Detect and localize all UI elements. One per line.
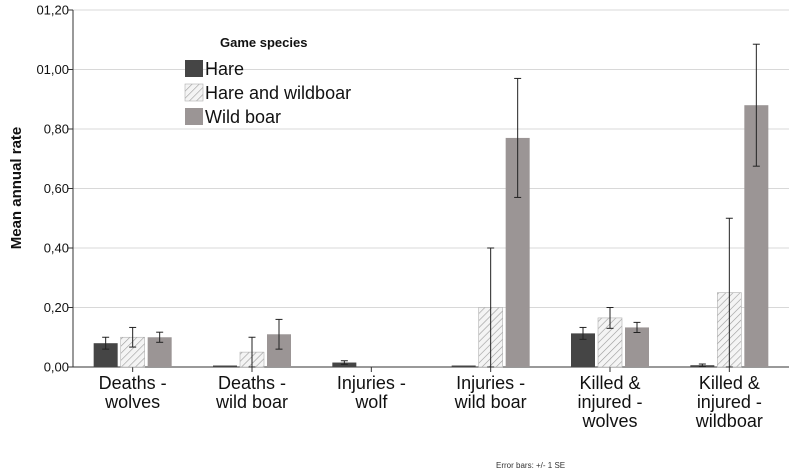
y-tick-label: 0,60 <box>44 181 69 196</box>
category-label: Injuries - <box>456 373 525 393</box>
y-tick-label: 01,00 <box>36 62 69 77</box>
category-label: Killed & <box>699 373 760 393</box>
category-label: Deaths - <box>218 373 286 393</box>
legend-swatch <box>185 60 203 77</box>
category-label: wildboar <box>695 411 763 431</box>
category-label: Injuries - <box>337 373 406 393</box>
bars <box>93 105 769 368</box>
category-label: injured - <box>697 392 762 412</box>
legend-label: Hare <box>205 59 244 79</box>
category-label: wild boar <box>454 392 527 412</box>
error-bar-footnote: Error bars: +/- 1 SE <box>496 461 565 470</box>
y-tick-label: 0,20 <box>44 300 69 315</box>
bar-hare <box>213 365 237 367</box>
legend: Game species Hare Hare and wildboar Wild b… <box>184 35 351 127</box>
bar-wild-boar <box>505 137 530 367</box>
bar-hare <box>451 365 476 367</box>
bar-hare <box>93 343 118 367</box>
category-label: injured - <box>577 392 642 412</box>
category-label: wolves <box>581 411 637 431</box>
axes: Mean annual rate 0,00 0,20 0,40 0,60 0,80 01,… <box>8 3 789 375</box>
category-label: wolf <box>354 392 388 412</box>
category-label: wolves <box>104 392 160 412</box>
category-label: wild boar <box>215 392 288 412</box>
y-tick-label: 0,40 <box>44 241 69 256</box>
category-label: Deaths - <box>99 373 167 393</box>
legend-label: Hare and wildboar <box>205 83 351 103</box>
error-bars <box>102 43 760 368</box>
legend-swatch <box>184 83 204 102</box>
bar-wild-boar <box>625 327 649 367</box>
legend-title: Game species <box>220 35 307 50</box>
legend-label: Wild boar <box>205 107 281 127</box>
y-axis-label: Mean annual rate <box>8 127 25 250</box>
y-tick-label: 0,80 <box>44 122 69 137</box>
gridlines <box>73 9 789 368</box>
y-tick-label: 0,00 <box>44 360 69 375</box>
y-tick-label: 01,20 <box>36 3 69 18</box>
legend-swatch <box>185 108 203 125</box>
category-label: Killed & <box>579 373 640 393</box>
